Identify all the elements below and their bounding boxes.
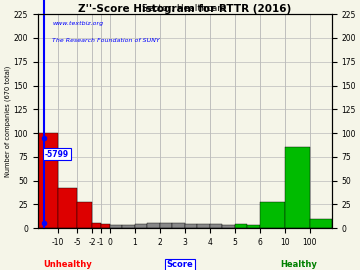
Bar: [172, 224, 185, 228]
Y-axis label: Number of companies (670 total): Number of companies (670 total): [4, 66, 11, 177]
Bar: [235, 224, 247, 228]
Bar: [92, 224, 101, 228]
Bar: [284, 147, 310, 228]
Bar: [247, 225, 260, 228]
Text: Unhealthy: Unhealthy: [43, 260, 92, 269]
Bar: [101, 224, 110, 228]
Text: www.textbiz.org: www.textbiz.org: [52, 21, 103, 26]
Bar: [135, 224, 147, 228]
Bar: [122, 225, 135, 228]
Title: Z''-Score Histogram for RTTR (2016): Z''-Score Histogram for RTTR (2016): [78, 4, 291, 14]
Bar: [58, 188, 77, 228]
Text: The Research Foundation of SUNY: The Research Foundation of SUNY: [52, 38, 160, 43]
Text: Score: Score: [167, 260, 193, 269]
Text: -5799: -5799: [45, 150, 69, 159]
Bar: [222, 225, 235, 228]
Bar: [147, 224, 159, 228]
Bar: [197, 224, 210, 228]
Bar: [38, 133, 58, 228]
Text: Healthy: Healthy: [280, 260, 317, 269]
Text: Sector: Healthcare: Sector: Healthcare: [143, 4, 227, 13]
Bar: [110, 225, 122, 228]
Bar: [185, 224, 197, 228]
Bar: [260, 202, 284, 228]
Bar: [210, 224, 222, 228]
Bar: [159, 224, 172, 228]
Bar: [310, 219, 332, 228]
Bar: [77, 202, 92, 228]
